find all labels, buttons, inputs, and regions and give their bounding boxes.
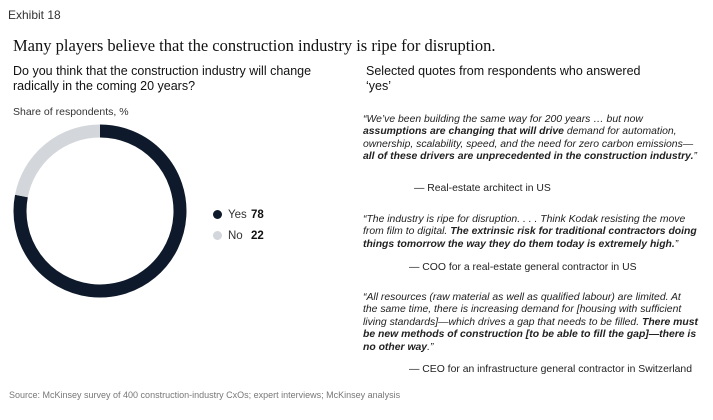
legend-value-yes: 78 [251,208,264,221]
quote-3-attribution: — CEO for an infrastructure general cont… [409,364,692,375]
quote-1-text: “We’ve been building the same way for 20… [363,114,698,164]
legend-row-yes: Yes 78 [213,204,264,225]
source-note: Source: McKinsey survey of 400 construct… [9,390,401,400]
quote-1-attribution: — Real-estate architect in US [414,183,551,194]
legend-dot-yes [213,210,222,219]
quotes-heading: Selected quotes from respondents who ans… [366,64,641,93]
quote-segment: .” [427,341,434,353]
legend-value-no: 22 [251,229,264,242]
quote-segment: “All resources (raw material as well as … [363,292,682,328]
quote-2-text: “The industry is ripe for disruption. . … [363,214,698,251]
quote-segment-bold: The extrinsic risk for traditional contr… [363,226,697,250]
quote-3: “All resources (raw material as well as … [363,292,698,354]
page-title: Many players believe that the constructi… [13,36,496,55]
quote-segment: “The industry is ripe for disruption. . … [363,214,686,238]
legend-label-no: No [228,229,243,242]
quote-1: “We’ve been building the same way for 20… [363,114,698,164]
quote-segment: ” [674,238,679,250]
legend: Yes 78 No 22 [213,204,264,246]
share-label: Share of respondents, % [13,106,129,118]
exhibit-label: Exhibit 18 [8,8,61,22]
quote-2: “The industry is ripe for disruption. . … [363,214,698,251]
quote-2-attribution: — COO for a real-estate general contract… [409,262,637,273]
quote-3-text: “All resources (raw material as well as … [363,292,698,354]
quote-segment: ” [693,151,697,163]
survey-question: Do you think that the construction indus… [13,64,312,93]
quote-segment-bold: There must be new methods of constructio… [363,316,698,353]
legend-row-no: No 22 [213,225,264,246]
donut-slice-no [15,124,101,198]
legend-dot-no [213,231,222,240]
quote-segment: demand for automation, ownership, scalab… [363,126,694,150]
quote-segment-bold: all of these drivers are unprecedented i… [363,151,694,163]
quote-segment-bold: assumptions are changing that will drive [363,126,564,138]
legend-label-yes: Yes [228,208,247,221]
quote-segment: “We’ve been building the same way for 20… [363,114,643,125]
donut-slice-yes [13,124,187,298]
